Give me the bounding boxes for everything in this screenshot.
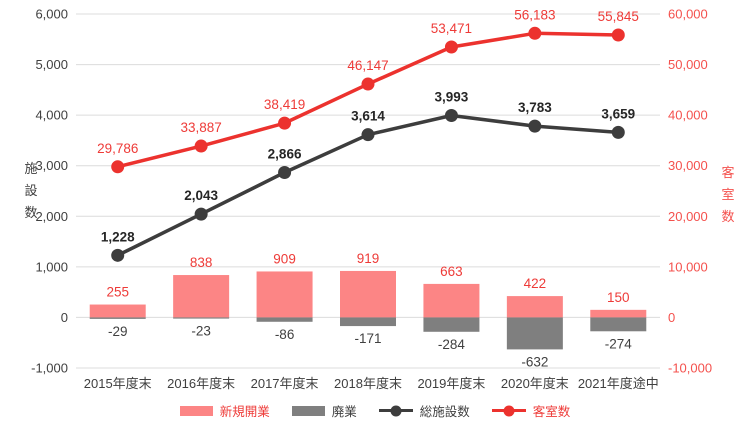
y-axis-tick-left: 4,000 [35, 108, 68, 123]
marker-total-facilities [361, 128, 375, 142]
line-label-room-count: 33,887 [180, 120, 221, 135]
marker-total-facilities [528, 119, 542, 133]
marker-room-count [278, 116, 292, 130]
y-axis-tick-left: 5,000 [35, 57, 68, 72]
marker-room-count [444, 40, 458, 54]
legend-swatch-total-facilities [378, 404, 413, 417]
y-axis-tick-right: 40,000 [668, 108, 708, 123]
line-label-room-count: 29,786 [97, 141, 138, 156]
line-label-room-count: 53,471 [431, 21, 472, 36]
y-axis-tick-right: 20,000 [668, 209, 708, 224]
line-label-total-facilities: 3,659 [601, 106, 635, 121]
legend-marker-dot [503, 405, 515, 416]
legend-swatch-new-openings [179, 405, 213, 416]
x-axis-label: 2015年度末 [84, 376, 152, 391]
legend-label-new-openings: 新規開業 [219, 405, 270, 419]
legend-item-new-openings: 新規開業 [179, 401, 270, 420]
y-axis-tick-right: -10,000 [668, 361, 712, 376]
marker-total-facilities [278, 165, 292, 179]
x-axis-label: 2019年度末 [417, 376, 485, 391]
chart-legend: 新規開業 廃業 総施設数 客室数 [0, 401, 750, 420]
legend-label-total-facilities: 総施設数 [419, 405, 470, 419]
bar-closures [340, 317, 396, 327]
line-label-room-count: 38,419 [264, 97, 305, 112]
y-axis-tick-left: 0 [61, 310, 68, 325]
y-axis-tick-left: 1,000 [35, 259, 68, 274]
y-axis-tick-left: 3,000 [35, 158, 68, 173]
x-axis-label: 2017年度末 [251, 376, 319, 391]
left-axis-title: 施設数 [24, 161, 38, 221]
y-axis-tick-right: 50,000 [668, 57, 708, 72]
bar-label-new-openings: 255 [106, 285, 129, 300]
line-label-total-facilities: 1,228 [101, 229, 135, 244]
x-axis-label: 2020年度末 [501, 376, 569, 391]
bar-new-openings [89, 304, 146, 318]
legend-swatch-closures [291, 405, 325, 416]
bar-closures [173, 317, 230, 319]
x-axis-label: 2016年度末 [167, 376, 235, 391]
line-label-total-facilities: 3,614 [351, 109, 385, 124]
y-axis-tick-left: 6,000 [35, 7, 68, 22]
y-axis-tick-right: 0 [668, 310, 675, 325]
bar-label-closures: -284 [438, 337, 466, 352]
x-axis-label: 2021年度途中 [578, 376, 659, 391]
chart-canvas: -1,000 0 1,000 2,000 3,000 4,000 5,000 6,000 -10… [31, 7, 712, 392]
marker-total-facilities [444, 108, 458, 122]
bar-label-new-openings: 838 [190, 255, 213, 270]
marker-total-facilities [194, 207, 208, 221]
bar-new-openings [173, 275, 230, 318]
bar-label-closures: -171 [354, 331, 381, 346]
bar-closures [506, 317, 563, 350]
line-label-room-count: 46,147 [347, 58, 388, 73]
y-axis-tick-right: 10,000 [668, 259, 708, 274]
legend-swatch-room-count [491, 404, 526, 417]
bar-closures [423, 317, 480, 332]
bar-closures [590, 317, 647, 332]
legend-item-closures: 廃業 [291, 401, 357, 420]
legend-label-closures: 廃業 [331, 405, 357, 419]
right-axis-title: 客室数 [721, 165, 735, 225]
bar-label-new-openings: 663 [440, 264, 463, 279]
y-axis-tick-left: -1,000 [31, 361, 68, 376]
marker-total-facilities [611, 125, 625, 139]
bar-new-openings [340, 270, 396, 318]
line-label-total-facilities: 2,866 [268, 146, 302, 161]
line-label-total-facilities: 2,043 [184, 188, 218, 203]
bar-label-new-openings: 150 [607, 290, 630, 305]
bar-label-new-openings: 422 [524, 276, 547, 291]
bar-closures [256, 317, 313, 322]
bar-new-openings [423, 283, 480, 318]
legend-item-room-count: 客室数 [491, 401, 571, 420]
bar-label-closures: -274 [605, 336, 633, 351]
line-label-total-facilities: 3,783 [518, 100, 552, 115]
bar-label-closures: -86 [275, 327, 295, 342]
y-axis-tick-right: 60,000 [668, 7, 708, 22]
legend-label-room-count: 客室数 [532, 405, 571, 419]
bar-label-closures: -632 [521, 354, 548, 369]
marker-room-count [111, 160, 125, 174]
bar-new-openings [506, 296, 563, 318]
marker-room-count [194, 139, 208, 153]
bar-closures [89, 317, 146, 319]
y-axis-tick-right: 30,000 [668, 158, 708, 173]
bar-new-openings [590, 309, 647, 318]
line-label-room-count: 56,183 [514, 7, 555, 22]
legend-item-total-facilities: 総施設数 [378, 401, 470, 420]
bar-label-closures: -29 [108, 324, 128, 339]
x-axis-label: 2018年度末 [334, 376, 402, 391]
line-label-total-facilities: 3,993 [435, 89, 469, 104]
marker-total-facilities [111, 248, 125, 262]
bar-label-closures: -23 [191, 324, 211, 339]
marker-room-count [611, 28, 625, 42]
y-axis-tick-left: 2,000 [35, 209, 68, 224]
bar-label-new-openings: 919 [357, 251, 380, 266]
legend-marker-dot [390, 405, 402, 416]
bar-new-openings [256, 271, 313, 318]
marker-room-count [361, 77, 375, 91]
bar-label-new-openings: 909 [273, 251, 296, 266]
marker-room-count [528, 26, 542, 40]
line-label-room-count: 55,845 [598, 9, 639, 24]
